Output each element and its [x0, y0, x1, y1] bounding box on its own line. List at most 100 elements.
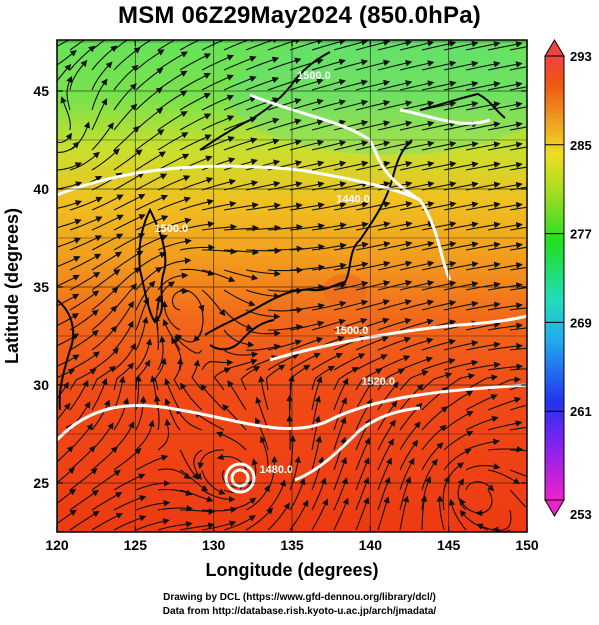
streamline [290, 20, 321, 30]
streamline [487, 61, 523, 71]
streamline [179, 40, 201, 51]
streamline [201, 54, 235, 71]
streamline [355, 497, 370, 531]
streamline [157, 257, 192, 271]
streamline [201, 157, 236, 171]
streamline [267, 455, 278, 491]
streamline [420, 494, 428, 531]
streamline [465, 341, 501, 351]
streamline [57, 49, 77, 66]
streamline [465, 201, 501, 211]
streamline [377, 299, 412, 311]
streamline [200, 383, 225, 411]
streamline [113, 266, 141, 291]
streamline [443, 448, 472, 471]
streamline [399, 240, 435, 251]
colorbar-tick-label: 269 [570, 315, 592, 330]
streamline [377, 381, 399, 411]
streamline [355, 99, 391, 111]
streamline [355, 79, 391, 91]
streamline [399, 40, 435, 51]
streamline [157, 196, 192, 211]
streamline [443, 100, 479, 111]
streamline [57, 293, 80, 307]
streamline [223, 289, 256, 307]
streamline [311, 160, 347, 171]
streamline [311, 40, 346, 51]
streamline [69, 151, 100, 171]
streamline [113, 495, 147, 511]
streamline [179, 73, 211, 91]
streamline [399, 280, 435, 291]
streamline [421, 221, 457, 231]
streamline [113, 103, 138, 131]
colorbar-bottom-triangle [544, 499, 565, 517]
map-title: MSM 06Z29May2024 (850.0hPa) [118, 2, 481, 29]
streamline [509, 266, 527, 271]
streamline [377, 80, 413, 91]
streamline [91, 194, 124, 211]
streamline [377, 476, 391, 511]
streamline [465, 40, 501, 51]
streamline [509, 86, 527, 91]
streamline [135, 316, 149, 351]
streamline [179, 268, 215, 276]
streamline [245, 269, 281, 277]
streamline [179, 93, 211, 111]
streamline [509, 46, 527, 51]
streamline [487, 397, 522, 411]
streamline [443, 161, 479, 171]
streamline [91, 512, 123, 531]
streamline [399, 80, 435, 91]
streamline [91, 122, 114, 151]
y-axis-ticks: 25 30 35 40 45 [33, 83, 527, 491]
streamline [245, 97, 280, 111]
streamline [333, 436, 347, 471]
y-tick-label: 30 [33, 377, 49, 393]
colorbar: 293 285 277 269 261 253 [544, 39, 592, 522]
streamline [311, 498, 329, 531]
streamline [509, 368, 527, 371]
streamline [215, 431, 247, 451]
streamline [223, 515, 256, 531]
streamline [69, 329, 99, 351]
streamline [399, 439, 418, 471]
streamline [223, 248, 260, 256]
streamline [509, 146, 527, 151]
streamline [201, 223, 238, 231]
streamline [201, 269, 236, 283]
streamline [448, 498, 467, 531]
streamline [399, 318, 434, 331]
streamline [135, 49, 165, 71]
streamline [223, 55, 257, 71]
streamline [193, 449, 203, 481]
streamline [399, 299, 435, 311]
streamline [201, 178, 236, 191]
streamline [135, 518, 170, 531]
streamline [443, 40, 479, 51]
streamline [443, 340, 479, 351]
streamline [399, 495, 410, 531]
streamline [311, 352, 343, 371]
streamline [268, 324, 304, 331]
x-tick-label: 120 [45, 537, 69, 553]
streamline [113, 283, 137, 311]
streamline [377, 140, 413, 151]
streamline [509, 106, 527, 111]
streamline [69, 379, 89, 411]
streamline [202, 248, 238, 255]
streamline [355, 260, 391, 271]
x-tick-label: 150 [515, 537, 539, 553]
streamline [509, 489, 527, 509]
streamline [57, 181, 83, 190]
contour-label: 1500.0 [155, 223, 189, 235]
streamline [179, 469, 209, 492]
streamline [69, 309, 99, 331]
streamline [465, 361, 501, 371]
streamline [289, 119, 324, 131]
y-tick-label: 40 [33, 181, 49, 197]
streamline [399, 160, 435, 171]
streamline [91, 305, 118, 331]
streamline [135, 40, 152, 51]
streamline [443, 241, 479, 251]
